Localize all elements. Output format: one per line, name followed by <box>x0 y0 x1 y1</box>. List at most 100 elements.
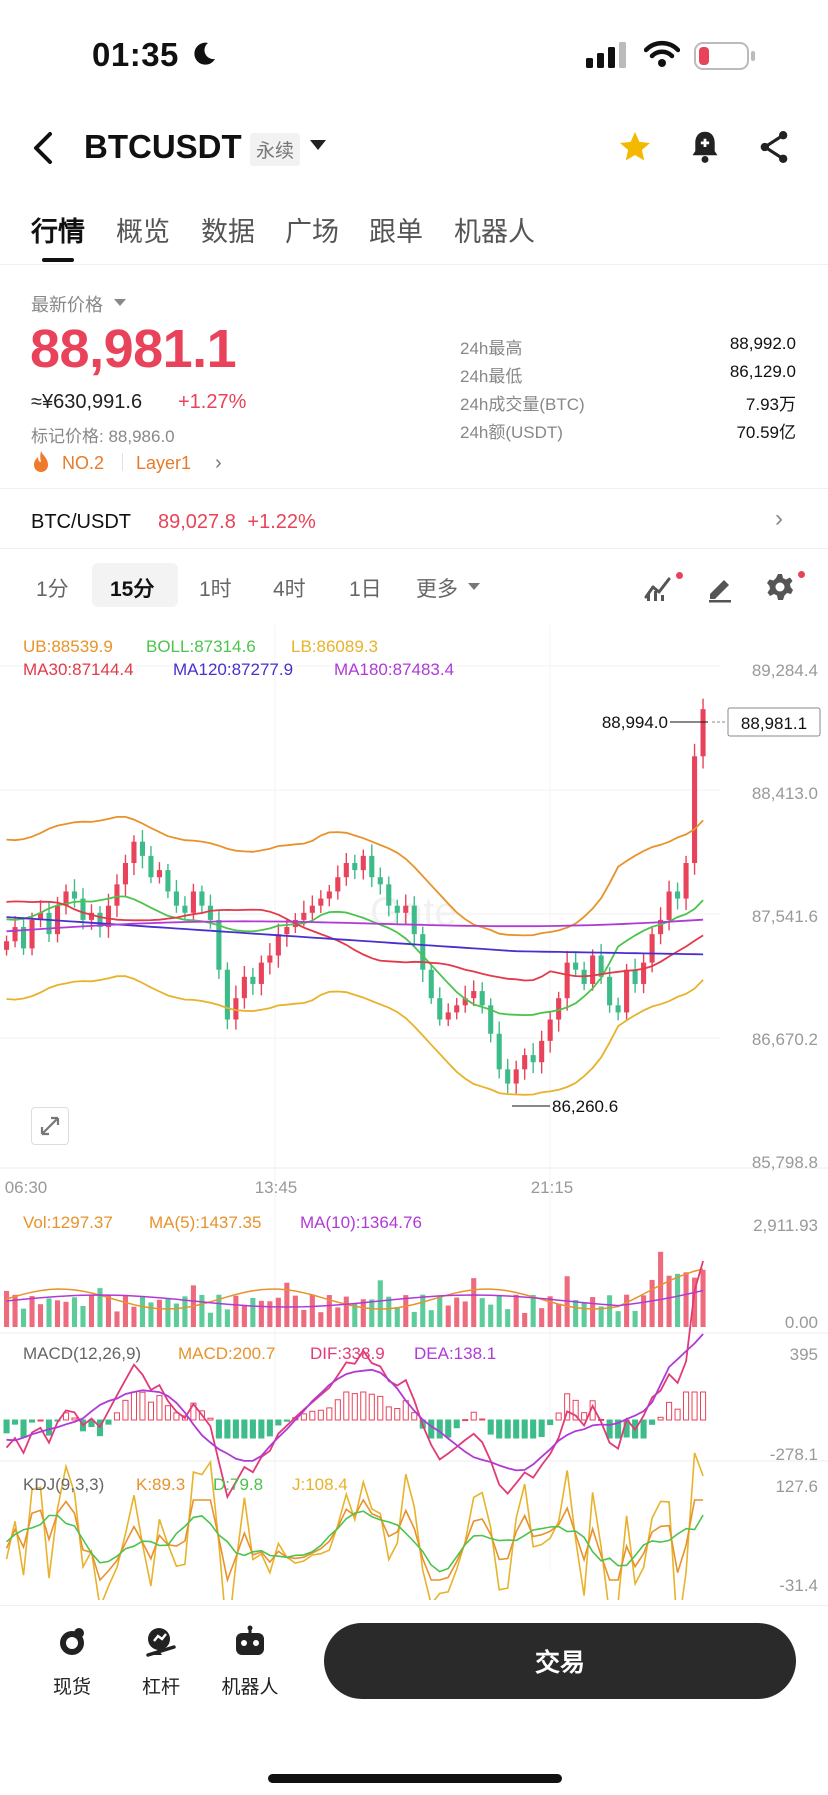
interval-more[interactable]: 更多 <box>416 578 458 601</box>
kdj-d-label: D:79.8 <box>213 1475 264 1494</box>
candle-body <box>224 969 230 1020</box>
candlestick-chart[interactable]: Gate89,284.488,413.087,541.686,670.285,7… <box>0 625 828 1600</box>
fullscreen-button[interactable] <box>31 1107 69 1145</box>
macd-histogram-bar <box>207 1417 214 1421</box>
bell-alert-icon[interactable] <box>688 129 722 165</box>
macd-histogram-bar <box>462 1419 469 1422</box>
volume-bar <box>556 1303 562 1327</box>
share-icon[interactable] <box>758 130 790 164</box>
chevron-right-icon[interactable]: › <box>775 505 783 532</box>
volume-bar <box>369 1299 375 1327</box>
spot-pair-last: 89,027.8 <box>158 511 236 533</box>
candle-body <box>471 991 477 999</box>
volume-bar <box>343 1296 349 1327</box>
candle-body <box>496 1033 502 1070</box>
home-indicator <box>268 1774 562 1783</box>
interval-1m[interactable]: 1分 <box>36 578 69 601</box>
volume-bar <box>80 1306 86 1327</box>
tab-square[interactable]: 广场 <box>285 217 339 247</box>
stat-volume-value: 7.93万 <box>745 395 796 414</box>
stat-low-label: 24h最低 <box>460 367 523 386</box>
spot-pair-change: +1.22% <box>247 511 316 533</box>
caret-down-icon[interactable] <box>310 140 326 150</box>
mark-price: 标记价格: 88,986.0 <box>31 427 175 446</box>
boll-mid-label: BOLL:87314.6 <box>146 637 256 656</box>
candle-body <box>71 891 78 899</box>
time-axis-label: 13:45 <box>255 1178 298 1197</box>
volume-bar <box>428 1310 434 1327</box>
macd-histogram-bar <box>249 1419 256 1439</box>
volume-bar <box>301 1309 307 1327</box>
star-favorite-icon[interactable] <box>617 129 653 165</box>
volume-bar <box>182 1296 188 1327</box>
tab-bot[interactable]: 机器人 <box>454 217 535 247</box>
spot-pair-price[interactable]: 89,027.8 +1.22% <box>158 511 316 534</box>
nav-leverage[interactable]: 杠杆 <box>116 1625 206 1699</box>
macd-histogram-bar <box>547 1419 554 1426</box>
wifi-icon <box>644 40 680 67</box>
volume-bar <box>530 1294 536 1327</box>
last-price-label[interactable]: 最新价格 <box>31 295 103 315</box>
draw-pen-icon[interactable] <box>705 573 735 603</box>
kdj-axis-label: -31.4 <box>779 1576 818 1595</box>
tab-data[interactable]: 数据 <box>201 217 255 247</box>
macd-histogram-bar <box>581 1412 588 1421</box>
indicator-chart-icon[interactable] <box>643 573 673 603</box>
category-tag[interactable]: Layer1 <box>136 453 192 473</box>
volume-bar <box>547 1296 553 1327</box>
candle-body <box>233 998 239 1020</box>
candle-body <box>649 934 655 963</box>
candle-body <box>641 962 647 984</box>
macd-histogram-bar <box>606 1419 613 1439</box>
volume-bar <box>292 1295 298 1327</box>
macd-histogram-bar <box>521 1419 528 1439</box>
nav-spot[interactable]: 现货 <box>27 1625 117 1699</box>
candle-body <box>114 884 120 906</box>
macd-axis-label: 395 <box>790 1345 818 1364</box>
boll-mid-line <box>6 895 704 1017</box>
trade-button[interactable]: 交易 <box>324 1623 796 1699</box>
macd-histogram-bar <box>666 1401 673 1421</box>
stat-low-value: 86,129.0 <box>729 362 796 381</box>
interval-1h[interactable]: 1时 <box>199 578 232 601</box>
candle-body <box>564 962 570 999</box>
tab-market[interactable]: 行情 <box>31 217 85 247</box>
candle-body <box>318 898 324 906</box>
macd-histogram-bar <box>37 1419 44 1422</box>
macd-histogram-bar <box>20 1419 27 1438</box>
settings-gear-icon[interactable] <box>765 572 795 602</box>
macd-histogram-bar <box>334 1399 341 1421</box>
caret-down-icon[interactable] <box>468 583 480 590</box>
volume-bar <box>148 1302 154 1327</box>
candle-body <box>369 855 375 878</box>
robot-icon <box>236 1625 264 1655</box>
volume-bar <box>97 1288 103 1327</box>
ma120-label: MA120:87277.9 <box>173 660 294 679</box>
macd-histogram-bar <box>513 1419 520 1439</box>
macd-dif-line <box>5 1260 704 1500</box>
tab-active-indicator <box>42 258 74 262</box>
volume-bar <box>632 1310 638 1327</box>
nav-bot[interactable]: 机器人 <box>205 1625 295 1699</box>
nav-leverage-label: 杠杆 <box>141 1677 180 1698</box>
battery-low-icon <box>694 42 755 70</box>
back-arrow-icon[interactable] <box>28 128 58 168</box>
spot-pair-name[interactable]: BTC/USDT <box>31 511 131 533</box>
stat-turnover-label: 24h额(USDT) <box>460 423 563 442</box>
rank-tag[interactable]: NO.2 <box>62 453 105 473</box>
interval-4h[interactable]: 4时 <box>273 578 306 601</box>
interval-15m[interactable]: 15分 <box>110 578 155 601</box>
candle-body <box>454 1005 460 1013</box>
macd-dif-label: DIF:338.9 <box>310 1344 385 1363</box>
chevron-right-icon[interactable]: › <box>215 452 222 474</box>
tab-copy-trade[interactable]: 跟单 <box>369 217 423 247</box>
interval-1d[interactable]: 1日 <box>349 578 382 601</box>
macd-histogram-bar <box>139 1391 146 1421</box>
tab-overview[interactable]: 概览 <box>116 217 170 247</box>
candle-body <box>301 912 307 920</box>
candle-body <box>139 841 145 856</box>
symbol-title[interactable]: BTCUSDT <box>84 128 242 165</box>
volume-bar <box>496 1295 502 1327</box>
leverage-icon <box>146 1628 176 1657</box>
caret-down-icon[interactable] <box>114 299 126 306</box>
